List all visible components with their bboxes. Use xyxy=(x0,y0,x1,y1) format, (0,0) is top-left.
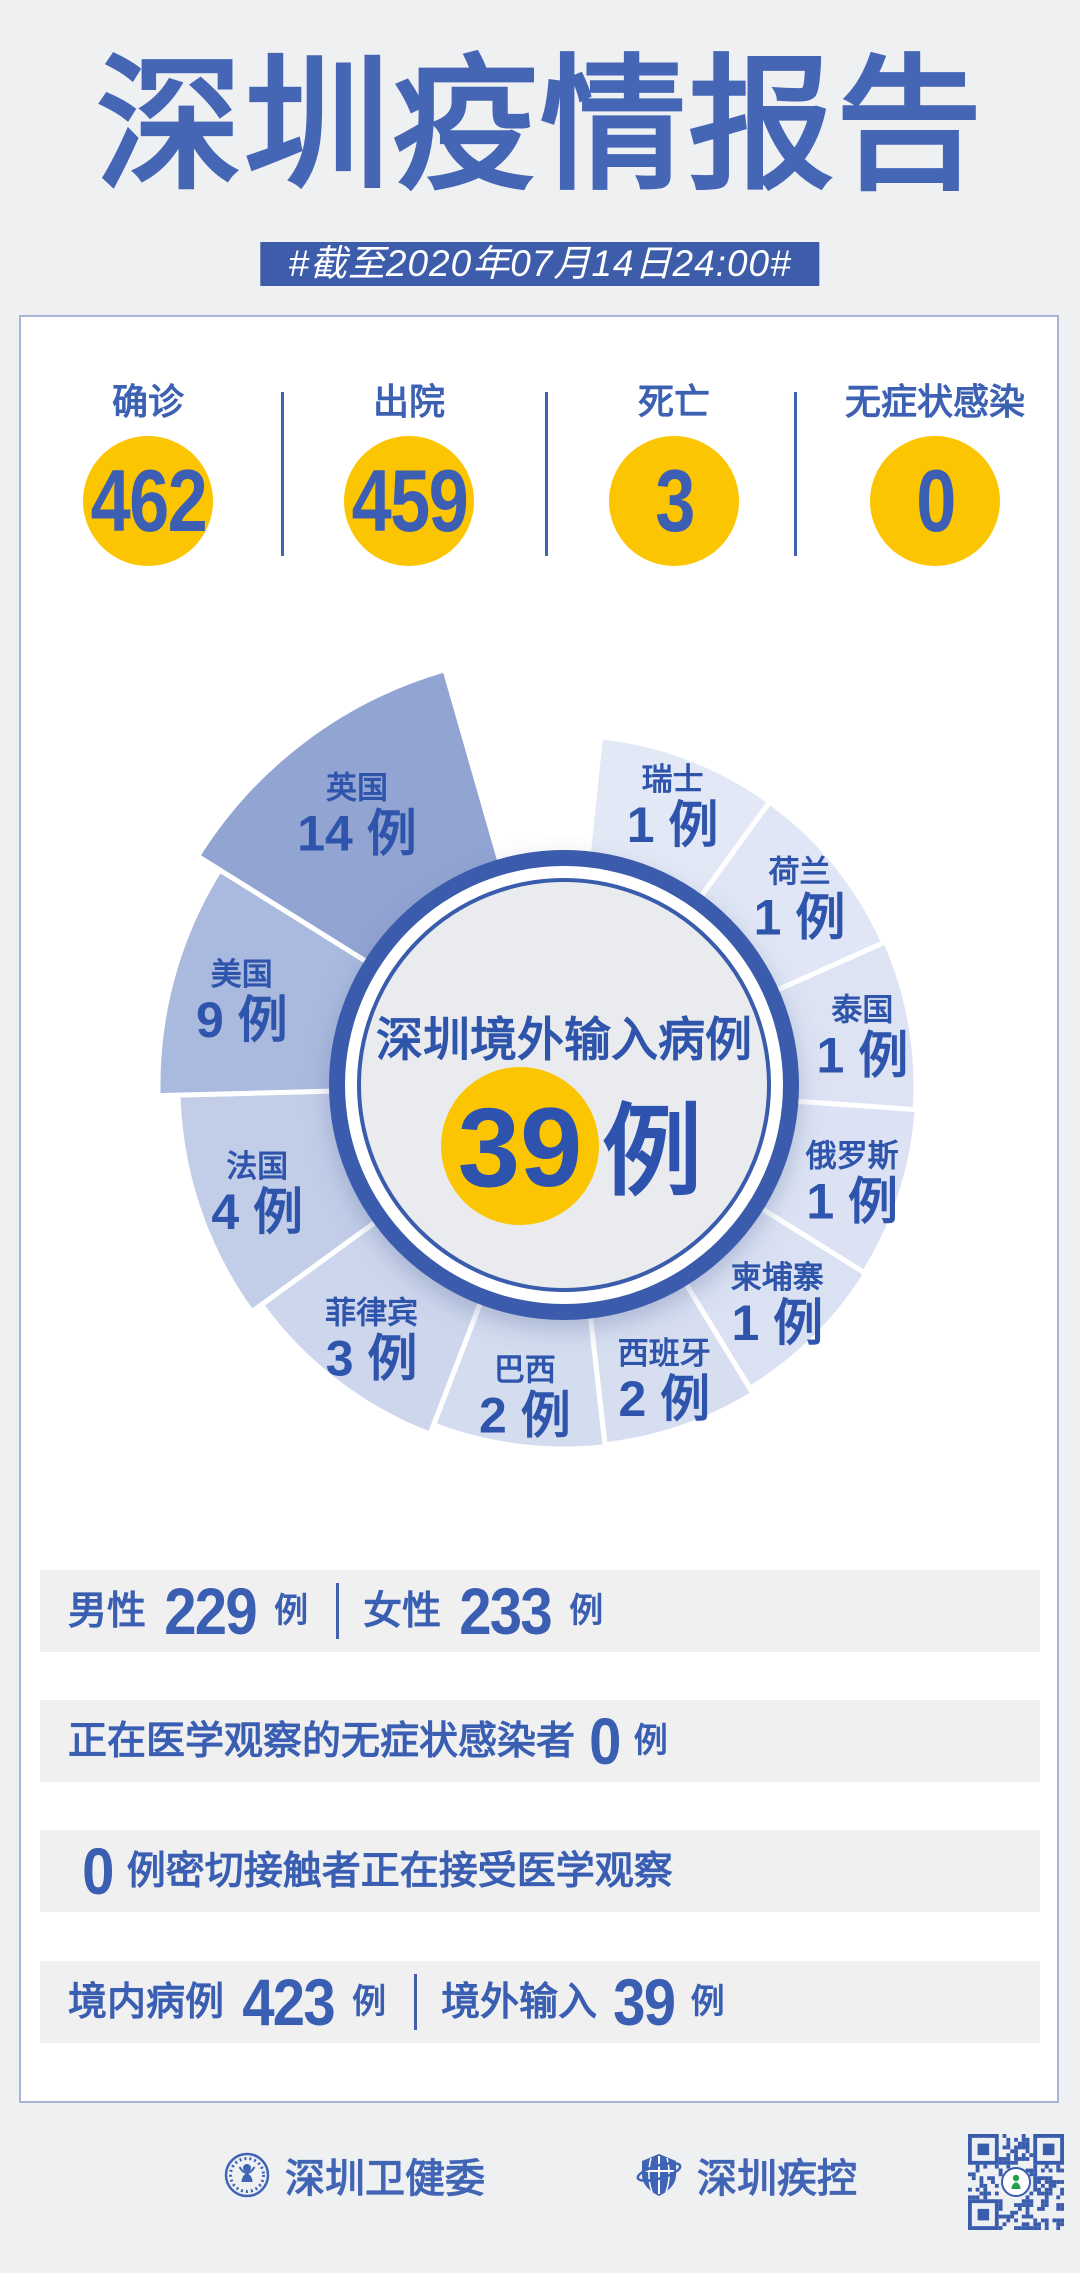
row-unit: 例 xyxy=(352,1983,387,2021)
date-banner: #截至2020年07月14日24:00# xyxy=(260,242,820,286)
pie-slice-value: 1 例 xyxy=(754,889,846,945)
stat-label: 无症状感染 xyxy=(844,381,1025,422)
info-row-asymptomatic-observed: 正在医学观察的无症状感染者 0 例 xyxy=(40,1700,1040,1782)
page-title: 深圳疫情报告 xyxy=(96,44,984,207)
pie-slice-value: 4 例 xyxy=(211,1184,303,1240)
org-shenzhen-cdc: 深圳疾控 xyxy=(635,2146,857,2204)
stat-label: 确诊 xyxy=(111,381,184,422)
info-row-gender: 男性 229 例 女性 233 例 xyxy=(40,1570,1040,1652)
stat-deaths: 死亡 3 xyxy=(544,378,804,566)
row-label: 女性 xyxy=(363,1589,442,1633)
row-num: 233 xyxy=(459,1574,552,1648)
pie-slice-label: 英国 xyxy=(326,770,388,805)
info-row-close-contacts: 0 例密切接触者正在接受医学观察 xyxy=(40,1830,1040,1912)
row-num: 229 xyxy=(164,1574,257,1648)
pie-total-highlight-circle xyxy=(441,1067,599,1225)
stat-label: 死亡 xyxy=(637,381,710,422)
row-label: 境内病例 xyxy=(68,1980,225,2024)
stat-asymptomatic: 无症状感染 0 xyxy=(805,378,1065,566)
stat-divider xyxy=(794,392,797,556)
row-label: 例密切接触者正在接受医学观察 xyxy=(126,1849,673,1893)
pie-slice-label: 柬埔寨 xyxy=(731,1260,824,1295)
pie-center-title: 深圳境外输入病例 xyxy=(376,1013,752,1066)
stat-value: 0 xyxy=(915,451,956,550)
row-label: 正在医学观察的无症状感染者 xyxy=(68,1719,576,1763)
row-label: 男性 xyxy=(68,1589,147,1633)
stat-divider xyxy=(545,392,548,556)
row-unit: 例 xyxy=(633,1722,668,1760)
pie-slice-label: 法国 xyxy=(226,1149,288,1184)
pie-slice-value: 9 例 xyxy=(196,992,288,1048)
row-unit: 例 xyxy=(274,1592,309,1630)
pie-total-value: 39 xyxy=(458,1085,583,1210)
pie-slice-label: 巴西 xyxy=(494,1353,556,1388)
row-num: 0 xyxy=(82,1834,114,1908)
pie-slice-value: 3 例 xyxy=(326,1331,418,1387)
qr-code xyxy=(968,2134,1064,2230)
stat-confirmed: 确诊 462 xyxy=(18,378,278,566)
stat-value: 459 xyxy=(351,451,468,550)
pie-slice-value: 1 例 xyxy=(817,1027,909,1083)
pie-slice-value: 1 例 xyxy=(627,797,719,853)
row-divider xyxy=(414,1974,418,2030)
row-num: 423 xyxy=(242,1965,335,2039)
org-shenzhen-health-commission: 深圳卫健委 xyxy=(223,2146,485,2204)
stat-discharged: 出院 459 xyxy=(279,378,539,566)
pie-slice-value: 2 例 xyxy=(618,1371,710,1427)
pie-slice-value: 14 例 xyxy=(297,805,417,861)
pie-slice-label: 西班牙 xyxy=(618,1336,711,1371)
pie-slice-label: 美国 xyxy=(211,957,273,992)
pie-slice-value: 1 例 xyxy=(806,1174,898,1230)
cdc-logo-icon xyxy=(636,2154,682,2196)
stat-circle: 462 xyxy=(83,436,213,566)
row-num: 0 xyxy=(589,1704,621,1778)
stat-value: 462 xyxy=(90,451,207,550)
pie-slice-label: 瑞士 xyxy=(642,762,704,797)
health-commission-logo-icon xyxy=(224,2152,270,2198)
stat-circle: 3 xyxy=(609,436,739,566)
info-row-domestic-imported: 境内病例 423 例 境外输入 39 例 xyxy=(40,1961,1040,2043)
pie-slice-label: 俄罗斯 xyxy=(805,1139,899,1174)
footer: 深圳卫健委 深圳疾控 xyxy=(0,2146,1080,2204)
row-unit: 例 xyxy=(569,1592,604,1630)
pie-total-unit: 例 xyxy=(602,1096,702,1208)
row-divider xyxy=(336,1583,340,1639)
row-label: 境外输入 xyxy=(441,1980,598,2024)
org-name: 深圳卫健委 xyxy=(285,2157,485,2201)
pie-slice-value: 2 例 xyxy=(479,1388,571,1444)
stat-divider xyxy=(281,392,284,556)
pie-slice-value: 1 例 xyxy=(731,1295,823,1351)
stat-label: 出院 xyxy=(372,381,445,422)
row-num: 39 xyxy=(613,1965,676,2039)
row-unit: 例 xyxy=(690,1983,725,2021)
pie-slice-label: 荷兰 xyxy=(769,854,831,889)
stat-value: 3 xyxy=(654,451,695,550)
stat-circle: 459 xyxy=(344,436,474,566)
stat-circle: 0 xyxy=(870,436,1000,566)
pie-slice-label: 泰国 xyxy=(831,992,893,1027)
pie-slice-label: 菲律宾 xyxy=(325,1296,418,1331)
org-name: 深圳疾控 xyxy=(697,2157,857,2201)
